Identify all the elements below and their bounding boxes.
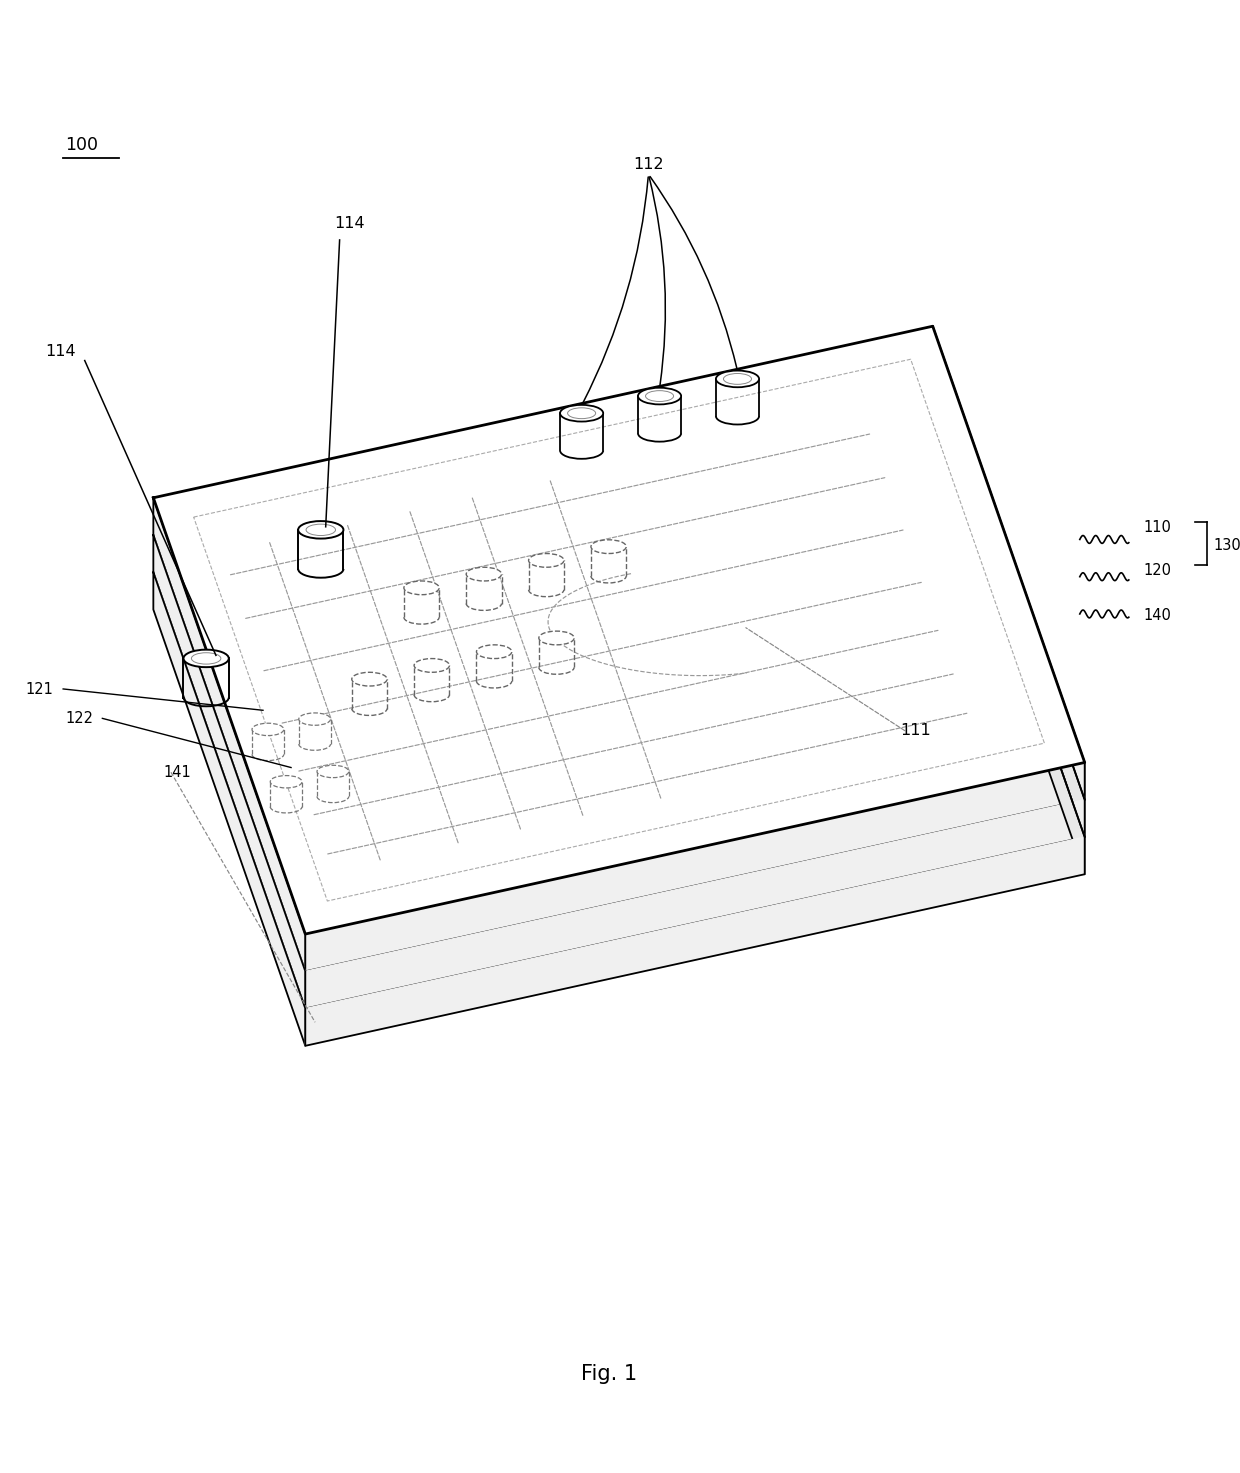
Text: 122: 122 bbox=[66, 711, 93, 726]
Text: 114: 114 bbox=[46, 343, 76, 358]
Ellipse shape bbox=[715, 371, 759, 387]
Ellipse shape bbox=[298, 521, 343, 539]
Polygon shape bbox=[154, 498, 305, 971]
Text: 100: 100 bbox=[66, 136, 98, 153]
Ellipse shape bbox=[317, 766, 348, 778]
Text: 110: 110 bbox=[1143, 520, 1172, 535]
Polygon shape bbox=[932, 401, 1085, 875]
Polygon shape bbox=[154, 326, 1085, 934]
Text: 112: 112 bbox=[634, 158, 665, 172]
Ellipse shape bbox=[560, 405, 603, 421]
Ellipse shape bbox=[539, 630, 574, 645]
Polygon shape bbox=[305, 763, 1085, 971]
Polygon shape bbox=[154, 573, 305, 1046]
Text: 114: 114 bbox=[335, 217, 366, 231]
Polygon shape bbox=[932, 364, 1085, 837]
Polygon shape bbox=[932, 326, 1085, 800]
Ellipse shape bbox=[476, 645, 512, 658]
Ellipse shape bbox=[414, 658, 449, 672]
Ellipse shape bbox=[252, 723, 284, 735]
Ellipse shape bbox=[299, 713, 331, 725]
Text: 120: 120 bbox=[1143, 563, 1172, 577]
Text: 111: 111 bbox=[900, 723, 931, 738]
Polygon shape bbox=[305, 837, 1085, 1046]
Ellipse shape bbox=[466, 567, 501, 580]
Text: 140: 140 bbox=[1143, 608, 1172, 623]
Text: 130: 130 bbox=[1213, 538, 1240, 554]
Ellipse shape bbox=[184, 650, 229, 667]
Polygon shape bbox=[305, 800, 1085, 1009]
Text: 121: 121 bbox=[26, 682, 53, 697]
Ellipse shape bbox=[639, 387, 681, 405]
Ellipse shape bbox=[404, 580, 439, 595]
Ellipse shape bbox=[270, 776, 303, 788]
Text: 141: 141 bbox=[164, 764, 191, 781]
Ellipse shape bbox=[528, 554, 564, 567]
Polygon shape bbox=[154, 535, 305, 1009]
Ellipse shape bbox=[352, 672, 387, 686]
Ellipse shape bbox=[591, 539, 626, 554]
Text: Fig. 1: Fig. 1 bbox=[582, 1364, 637, 1385]
